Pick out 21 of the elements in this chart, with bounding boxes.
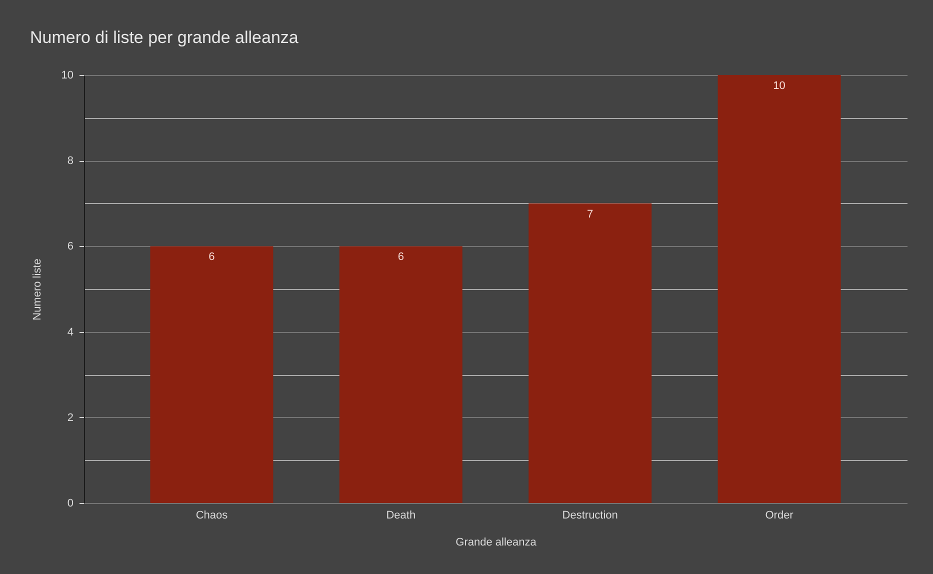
data-label: 7 [587, 208, 594, 220]
y-tick-label: 0 [67, 498, 74, 510]
bar [150, 246, 274, 503]
bar [528, 203, 652, 503]
data-label: 6 [398, 251, 404, 264]
chart-title: Numero di liste per grande alleanza [30, 28, 299, 47]
y-tick-label: 8 [67, 155, 74, 168]
y-axis-title: Numero liste [31, 258, 44, 320]
data-label: 6 [208, 251, 215, 264]
y-tick-label: 10 [61, 70, 74, 82]
y-tick-label: 4 [67, 326, 74, 338]
y-tick-label: 6 [67, 240, 74, 253]
data-label: 10 [773, 80, 786, 92]
x-tick-label: Chaos [196, 510, 228, 522]
x-tick-label: Death [386, 510, 416, 522]
x-tick-label: Order [765, 510, 794, 522]
bar [339, 246, 462, 503]
x-axis-title: Grande alleanza [456, 536, 538, 548]
x-tick-label: Destruction [562, 510, 618, 522]
y-tick-label: 2 [67, 412, 74, 424]
bar [718, 75, 841, 503]
